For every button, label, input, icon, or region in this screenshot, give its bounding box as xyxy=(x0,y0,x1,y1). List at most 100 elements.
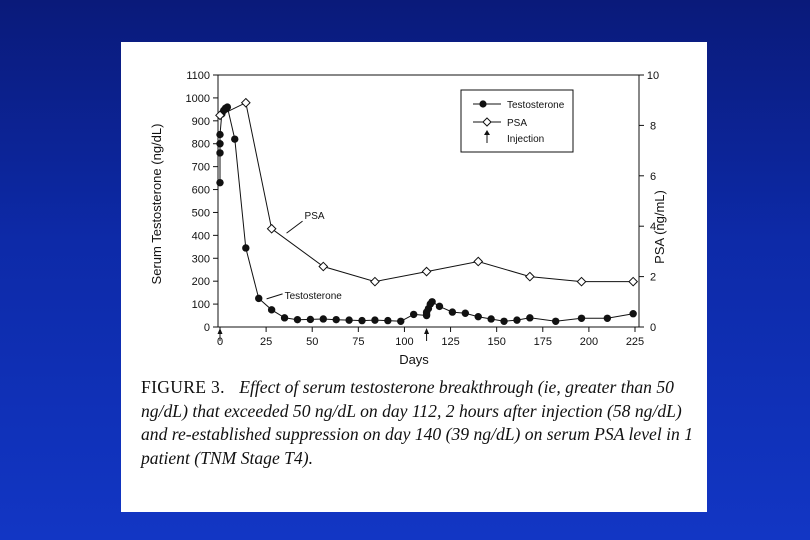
testosterone-point xyxy=(267,306,276,314)
testosterone-point xyxy=(293,315,302,324)
psa-line xyxy=(219,101,634,283)
legend-box xyxy=(460,89,574,153)
psa-point xyxy=(628,276,639,287)
testosterone-point xyxy=(577,314,586,322)
x-tick-label: 50 xyxy=(306,336,318,348)
psa-point xyxy=(473,256,484,267)
psa-point xyxy=(240,97,251,108)
y-left-tick-label: 800 xyxy=(192,139,210,151)
testosterone-point xyxy=(319,315,327,323)
testosterone-point xyxy=(513,316,521,324)
y-left-tick-label: 700 xyxy=(192,162,210,174)
testosterone-point xyxy=(629,310,637,318)
legend: Testosterone PSA Injection xyxy=(460,89,574,153)
legend-testosterone-marker xyxy=(479,100,487,108)
psa-point xyxy=(215,110,225,121)
y-right-tick-label: 6 xyxy=(650,171,656,183)
y-left-tick-label: 500 xyxy=(192,207,210,219)
x-tick-label: 75 xyxy=(352,336,364,348)
testosterone-point xyxy=(384,316,392,325)
annotation-psa-arrow xyxy=(286,220,303,234)
psa-point xyxy=(421,266,432,277)
testosterone-point xyxy=(500,317,508,325)
y-left-tick-label: 200 xyxy=(192,276,210,288)
legend-injection-label: Injection xyxy=(507,134,544,145)
x-tick-label: 100 xyxy=(395,336,413,348)
testosterone-point xyxy=(345,316,353,324)
annotation-testosterone: Testosterone xyxy=(285,291,343,302)
psa-point xyxy=(370,276,380,287)
x-tick-label: 200 xyxy=(580,336,598,348)
x-tick-label: 125 xyxy=(441,336,459,348)
testosterone-point xyxy=(280,314,289,322)
testosterone-point xyxy=(526,314,534,322)
legend-psa-marker xyxy=(482,117,492,127)
y-left-tick-label: 100 xyxy=(192,299,210,311)
testosterone-point xyxy=(231,135,239,143)
testosterone-point xyxy=(397,317,405,325)
psa-point xyxy=(576,276,587,287)
testosterone-point xyxy=(474,312,482,321)
plot-frame xyxy=(217,74,640,328)
injection-arrow-head xyxy=(217,328,223,334)
y-left-tick-label: 300 xyxy=(192,253,210,265)
testosterone-point xyxy=(332,315,340,324)
figure-caption: FIGURE 3. Effect of serum testosterone b… xyxy=(141,376,701,470)
x-tick-label: 25 xyxy=(260,336,272,348)
x-axis-title: Days xyxy=(399,352,429,367)
caption-label: FIGURE 3. xyxy=(141,377,225,397)
x-tick-label: 150 xyxy=(487,336,505,348)
figure-panel: Days Serum Testosterone (ng/dL) PSA (ng/… xyxy=(121,42,707,512)
figure-chart: Days Serum Testosterone (ng/dL) PSA (ng/… xyxy=(149,70,667,367)
y-left-tick-label: 1100 xyxy=(186,70,210,82)
x-tick-label: 225 xyxy=(626,336,644,348)
injection-arrow-head xyxy=(424,328,430,334)
testosterone-point xyxy=(306,315,315,324)
legend-injection-arrow-head xyxy=(484,130,490,135)
y-left-tick-label: 400 xyxy=(192,230,210,242)
y-left-tick-label: 900 xyxy=(192,116,210,128)
testosterone-point xyxy=(216,149,224,157)
legend-psa-label: PSA xyxy=(507,118,527,129)
x-tick-label: 0 xyxy=(217,336,223,348)
y-right-tick-label: 10 xyxy=(647,70,659,82)
x-axis-ticks: 0 25 50 75 100 125 150 175 200 225 xyxy=(217,327,644,348)
y-left-tick-label: 1000 xyxy=(186,93,210,105)
annotation-testosterone-arrow xyxy=(266,293,283,300)
injection-arrow xyxy=(217,328,430,341)
y-axis-left-ticks: 0 100 200 300 400 500 600 700 800 900 1000 1100 xyxy=(186,70,218,334)
y-right-tick-label: 4 xyxy=(650,221,656,233)
y-axis-right-ticks: 0 2 4 6 8 10 xyxy=(639,70,659,334)
x-tick-label: 175 xyxy=(534,336,552,348)
y-axis-left-title: Serum Testosterone (ng/dL) xyxy=(149,124,164,285)
psa-point xyxy=(266,223,277,234)
testosterone-point xyxy=(448,308,457,316)
series-points xyxy=(215,97,639,325)
annotation-psa: PSA xyxy=(305,211,325,222)
y-right-tick-label: 2 xyxy=(650,272,656,284)
testosterone-point xyxy=(461,309,470,317)
y-right-tick-label: 8 xyxy=(650,120,656,132)
testosterone-point xyxy=(223,103,232,111)
testosterone-point xyxy=(409,310,418,319)
y-left-tick-label: 600 xyxy=(192,185,210,197)
y-axis-right-title: PSA (ng/mL) xyxy=(652,190,667,264)
testosterone-point xyxy=(216,178,224,187)
testosterone-point xyxy=(216,140,224,148)
psa-point xyxy=(318,261,329,272)
testosterone-point xyxy=(371,316,379,324)
testosterone-point xyxy=(255,294,263,303)
testosterone-point xyxy=(242,244,250,252)
y-left-tick-label: 0 xyxy=(204,322,210,334)
testosterone-point xyxy=(551,317,560,325)
testosterone-point xyxy=(487,315,495,323)
psa-point xyxy=(524,271,535,282)
legend-testosterone-label: Testosterone xyxy=(507,100,565,111)
testosterone-point xyxy=(358,316,366,325)
testosterone-point xyxy=(216,130,224,139)
caption-text: Effect of serum testosterone breakthroug… xyxy=(141,377,694,468)
testosterone-point xyxy=(603,314,612,322)
y-right-tick-label: 0 xyxy=(650,322,656,334)
testosterone-point xyxy=(435,302,444,311)
testosterone-point xyxy=(428,298,436,306)
